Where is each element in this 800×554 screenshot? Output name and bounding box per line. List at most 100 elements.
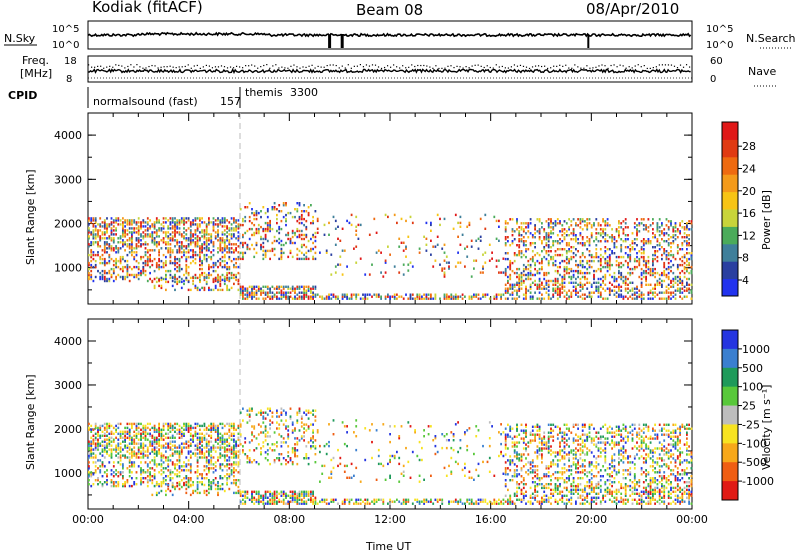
range-gate-cell — [656, 271, 659, 275]
range-gate-cell — [101, 483, 104, 486]
range-gate-cell — [239, 289, 242, 292]
range-gate-cell — [94, 259, 97, 263]
range-gate-cell — [160, 434, 163, 437]
range-gate-cell — [248, 285, 251, 288]
range-gate-cell — [547, 244, 550, 247]
range-gate-cell — [554, 287, 557, 290]
range-gate-cell — [137, 239, 140, 242]
range-gate-cell — [282, 285, 285, 288]
range-gate-cell — [307, 206, 310, 209]
range-gate-cell — [217, 430, 219, 433]
range-gate-cell — [169, 227, 172, 230]
range-gate-cell — [217, 442, 219, 445]
range-gate-cell — [244, 251, 247, 255]
range-gate-cell — [647, 255, 650, 259]
range-gate-cell — [239, 492, 242, 495]
range-gate-cell — [672, 234, 675, 237]
nave-point — [248, 65, 250, 67]
range-gate-cell — [602, 265, 604, 269]
range-gate-cell — [688, 228, 690, 231]
range-gate-cell — [640, 293, 643, 296]
range-gate-cell — [228, 463, 231, 466]
range-gate-cell — [647, 226, 650, 229]
range-gate-cell — [303, 291, 305, 294]
range-gate-cell — [187, 450, 190, 453]
range-gate-cell — [165, 456, 167, 459]
nave-point — [124, 67, 126, 69]
range-gate-cell — [599, 269, 602, 273]
range-gate-cell — [244, 293, 247, 296]
range-gate-cell — [570, 291, 573, 294]
nave-point — [320, 66, 322, 68]
range-gate-cell — [554, 291, 557, 294]
range-gate-cell — [509, 285, 512, 288]
range-gate-cell — [151, 426, 154, 430]
range-gate-cell — [203, 469, 206, 472]
range-gate-cell — [615, 240, 618, 243]
range-gate-cell — [196, 471, 199, 474]
range-gate-cell — [686, 228, 688, 231]
range-gate-cell — [189, 243, 192, 246]
nave-point — [504, 67, 506, 69]
range-gate-cell — [221, 221, 224, 224]
range-gate-cell — [276, 295, 278, 298]
range-gate-cell — [110, 469, 113, 472]
range-gate-cell — [237, 251, 240, 254]
range-gate-cell — [88, 454, 90, 457]
range-gate-cell — [230, 233, 233, 236]
range-gate-cell — [305, 295, 308, 298]
range-gate-cell — [570, 224, 573, 227]
range-gate-cell — [194, 434, 197, 437]
range-gate-cell — [158, 471, 160, 474]
range-gate-cell — [679, 289, 681, 292]
range-gate-cell — [178, 219, 181, 222]
range-gate-cell — [142, 426, 145, 430]
range-gate-cell — [137, 452, 140, 455]
range-gate-cell — [230, 237, 233, 240]
range-gate-cell — [233, 461, 235, 464]
range-gate-cell — [305, 257, 308, 261]
range-gate-cell — [561, 240, 564, 243]
range-gate-cell — [321, 297, 324, 300]
range-gate-cell — [140, 467, 142, 470]
range-gate-cell — [88, 456, 90, 459]
range-gate-cell — [203, 235, 206, 238]
range-gate-cell — [280, 285, 283, 288]
range-gate-cell — [135, 428, 138, 431]
range-gate-cell — [94, 275, 97, 279]
range-gate-cell — [90, 233, 93, 236]
range-gate-cell — [189, 261, 192, 265]
range-gate-cell — [214, 446, 217, 449]
range-gate-cell — [108, 225, 111, 228]
range-gate-cell — [602, 220, 604, 223]
range-gate-cell — [384, 259, 387, 262]
range-gate-cell — [541, 293, 543, 296]
range-gate-cell — [260, 289, 262, 292]
nave-point — [266, 64, 268, 66]
nave-point — [115, 64, 117, 66]
range-gate-cell — [556, 222, 559, 225]
range-gate-cell — [135, 243, 138, 246]
range-gate-cell — [642, 271, 645, 275]
range-gate-cell — [285, 219, 287, 223]
range-gate-cell — [201, 231, 203, 234]
range-gate-cell — [518, 238, 521, 241]
range-gate-cell — [165, 483, 167, 486]
range-gate-cell — [642, 250, 645, 253]
range-gate-cell — [588, 295, 591, 298]
range-gate-cell — [165, 243, 167, 246]
range-gate-cell — [189, 450, 192, 453]
range-gate-cell — [291, 229, 294, 233]
range-gate-cell — [518, 234, 521, 237]
range-gate-cell — [556, 234, 559, 237]
range-gate-cell — [563, 232, 566, 235]
range-gate-cell — [251, 227, 253, 231]
range-gate-cell — [108, 424, 111, 428]
range-gate-cell — [124, 440, 126, 443]
range-gate-cell — [298, 217, 301, 221]
range-gate-cell — [94, 436, 97, 439]
range-gate-cell — [604, 275, 607, 279]
range-gate-cell — [251, 425, 253, 428]
range-gate-cell — [416, 297, 419, 300]
range-gate-cell — [271, 492, 274, 495]
